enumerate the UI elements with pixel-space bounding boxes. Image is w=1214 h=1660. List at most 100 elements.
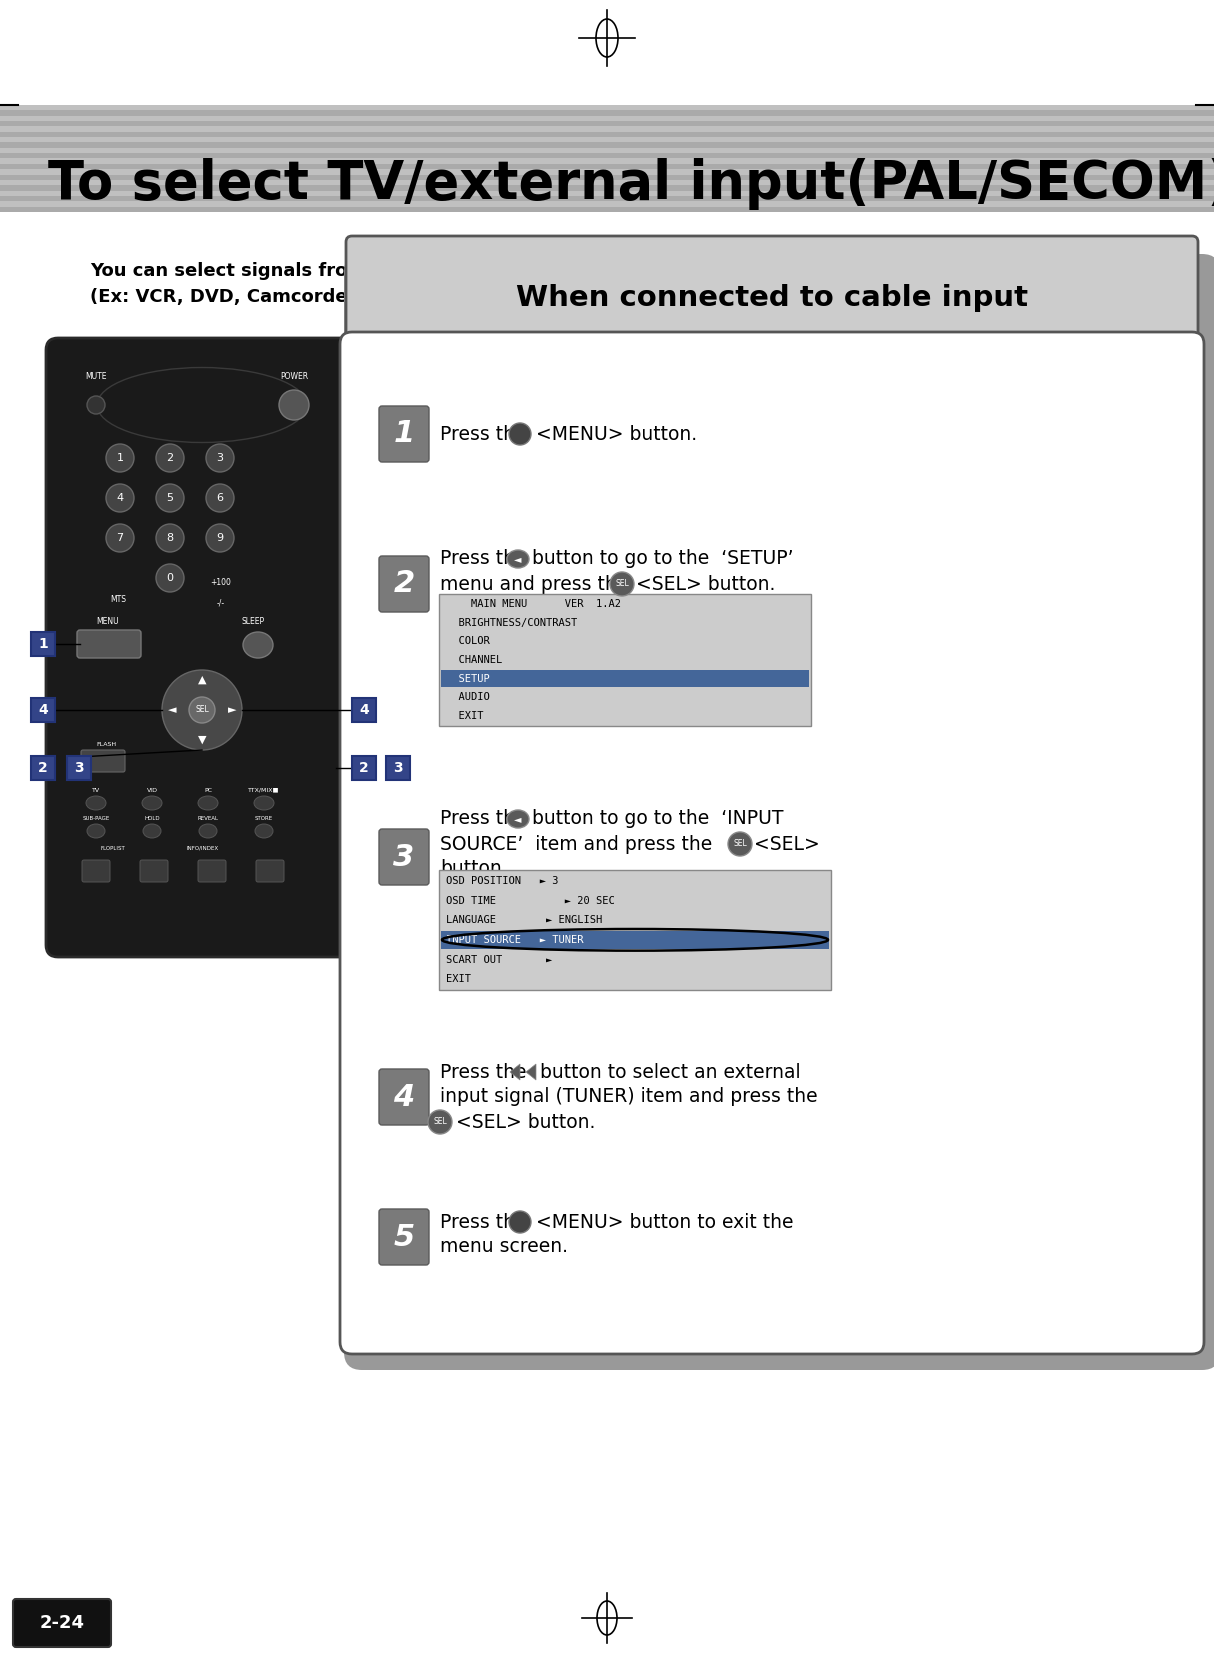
Text: MUTE: MUTE bbox=[85, 372, 107, 382]
Text: 2: 2 bbox=[166, 453, 174, 463]
Ellipse shape bbox=[161, 671, 242, 750]
Ellipse shape bbox=[143, 823, 161, 838]
Ellipse shape bbox=[206, 443, 234, 471]
FancyBboxPatch shape bbox=[340, 332, 1204, 1355]
Text: <MENU> button to exit the: <MENU> button to exit the bbox=[537, 1212, 794, 1232]
Bar bbox=[0, 169, 1214, 174]
Bar bbox=[441, 671, 809, 687]
Text: You can select signals from LCD TV or an external input that is connected to LCD: You can select signals from LCD TV or an… bbox=[90, 262, 946, 281]
FancyBboxPatch shape bbox=[46, 339, 358, 958]
Text: HOLD: HOLD bbox=[144, 815, 160, 820]
FancyBboxPatch shape bbox=[379, 556, 429, 613]
Text: button.: button. bbox=[439, 860, 507, 878]
Ellipse shape bbox=[157, 443, 185, 471]
FancyBboxPatch shape bbox=[379, 407, 429, 461]
Text: SEL: SEL bbox=[615, 579, 629, 589]
Ellipse shape bbox=[279, 390, 310, 420]
Text: 2: 2 bbox=[359, 760, 369, 775]
Text: AUDIO: AUDIO bbox=[446, 692, 489, 702]
Ellipse shape bbox=[609, 573, 634, 596]
Ellipse shape bbox=[97, 367, 307, 443]
Text: MTS: MTS bbox=[110, 596, 126, 604]
Ellipse shape bbox=[509, 423, 531, 445]
Text: <MENU> button.: <MENU> button. bbox=[537, 425, 697, 443]
Text: ▲: ▲ bbox=[198, 676, 206, 686]
Text: 7: 7 bbox=[117, 533, 124, 543]
Text: EXIT: EXIT bbox=[446, 710, 483, 720]
Text: SCART OUT       ►: SCART OUT ► bbox=[446, 954, 552, 964]
Text: To select TV/external input(PAL/SECOM): To select TV/external input(PAL/SECOM) bbox=[49, 158, 1214, 211]
FancyBboxPatch shape bbox=[76, 631, 141, 657]
Text: (Ex: VCR, DVD, Camcorder, etc.): (Ex: VCR, DVD, Camcorder, etc.) bbox=[90, 287, 414, 305]
Polygon shape bbox=[510, 1064, 520, 1081]
Text: BACK: BACK bbox=[97, 755, 114, 760]
Text: button to go to the  ‘INPUT: button to go to the ‘INPUT bbox=[532, 810, 783, 828]
Text: 3: 3 bbox=[393, 843, 415, 872]
Text: SUB-PAGE: SUB-PAGE bbox=[83, 815, 109, 820]
Text: Press the: Press the bbox=[439, 1212, 527, 1232]
Text: VID: VID bbox=[147, 787, 158, 792]
FancyBboxPatch shape bbox=[379, 1208, 429, 1265]
Text: TV: TV bbox=[92, 787, 100, 792]
Text: 1: 1 bbox=[117, 453, 124, 463]
Text: SEL: SEL bbox=[433, 1117, 447, 1127]
Text: SLEEP: SLEEP bbox=[242, 618, 265, 626]
Ellipse shape bbox=[509, 1212, 531, 1233]
Ellipse shape bbox=[87, 823, 104, 838]
Text: INPUT SOURCE   ► TUNER: INPUT SOURCE ► TUNER bbox=[446, 935, 584, 945]
Text: MAIN MENU      VER  1.A2: MAIN MENU VER 1.A2 bbox=[446, 599, 622, 609]
Text: OSD POSITION   ► 3: OSD POSITION ► 3 bbox=[446, 876, 558, 886]
Bar bbox=[0, 164, 1214, 169]
Text: 2: 2 bbox=[393, 569, 415, 599]
Ellipse shape bbox=[189, 697, 215, 724]
Text: <SEL> button.: <SEL> button. bbox=[636, 574, 776, 594]
Text: MENU: MENU bbox=[97, 618, 119, 626]
Text: ◄: ◄ bbox=[515, 813, 522, 823]
Text: SEL: SEL bbox=[195, 706, 209, 714]
Text: PC: PC bbox=[204, 787, 212, 792]
Text: POWER: POWER bbox=[280, 372, 308, 382]
FancyBboxPatch shape bbox=[386, 755, 410, 780]
Text: CHANNEL: CHANNEL bbox=[446, 656, 503, 666]
FancyBboxPatch shape bbox=[67, 755, 91, 780]
Text: 0: 0 bbox=[166, 573, 174, 583]
Text: SEL: SEL bbox=[733, 840, 747, 848]
Text: ►: ► bbox=[228, 706, 237, 715]
Text: 4: 4 bbox=[359, 702, 369, 717]
Ellipse shape bbox=[106, 443, 134, 471]
FancyBboxPatch shape bbox=[198, 860, 226, 881]
Bar bbox=[0, 191, 1214, 196]
Text: LANGUAGE        ► ENGLISH: LANGUAGE ► ENGLISH bbox=[446, 915, 602, 925]
Text: menu screen.: menu screen. bbox=[439, 1237, 568, 1257]
Text: 3: 3 bbox=[74, 760, 84, 775]
Bar bbox=[0, 179, 1214, 186]
Text: SETUP: SETUP bbox=[446, 674, 489, 684]
FancyBboxPatch shape bbox=[256, 860, 284, 881]
Text: 5: 5 bbox=[166, 493, 174, 503]
Text: +100: +100 bbox=[210, 578, 232, 588]
Text: <SEL>: <SEL> bbox=[754, 835, 819, 853]
Ellipse shape bbox=[157, 485, 185, 511]
Text: ◄: ◄ bbox=[515, 554, 522, 564]
Ellipse shape bbox=[198, 797, 219, 810]
Text: TTX/MIX■: TTX/MIX■ bbox=[249, 787, 279, 792]
Ellipse shape bbox=[507, 810, 529, 828]
Text: <SEL> button.: <SEL> button. bbox=[456, 1112, 595, 1132]
FancyBboxPatch shape bbox=[32, 697, 55, 722]
Text: Press the: Press the bbox=[439, 549, 527, 568]
Text: 1: 1 bbox=[38, 637, 47, 651]
Text: 3: 3 bbox=[216, 453, 223, 463]
Text: -/-: -/- bbox=[217, 598, 225, 608]
Text: 4: 4 bbox=[393, 1082, 415, 1112]
FancyBboxPatch shape bbox=[83, 860, 110, 881]
FancyBboxPatch shape bbox=[379, 1069, 429, 1125]
Text: 3: 3 bbox=[393, 760, 403, 775]
Bar bbox=[0, 158, 1214, 164]
Bar bbox=[0, 126, 1214, 131]
Text: 2-24: 2-24 bbox=[40, 1614, 85, 1632]
Text: Press the: Press the bbox=[439, 810, 527, 828]
Bar bbox=[0, 174, 1214, 179]
FancyBboxPatch shape bbox=[439, 870, 832, 989]
FancyBboxPatch shape bbox=[140, 860, 168, 881]
Bar bbox=[0, 196, 1214, 201]
